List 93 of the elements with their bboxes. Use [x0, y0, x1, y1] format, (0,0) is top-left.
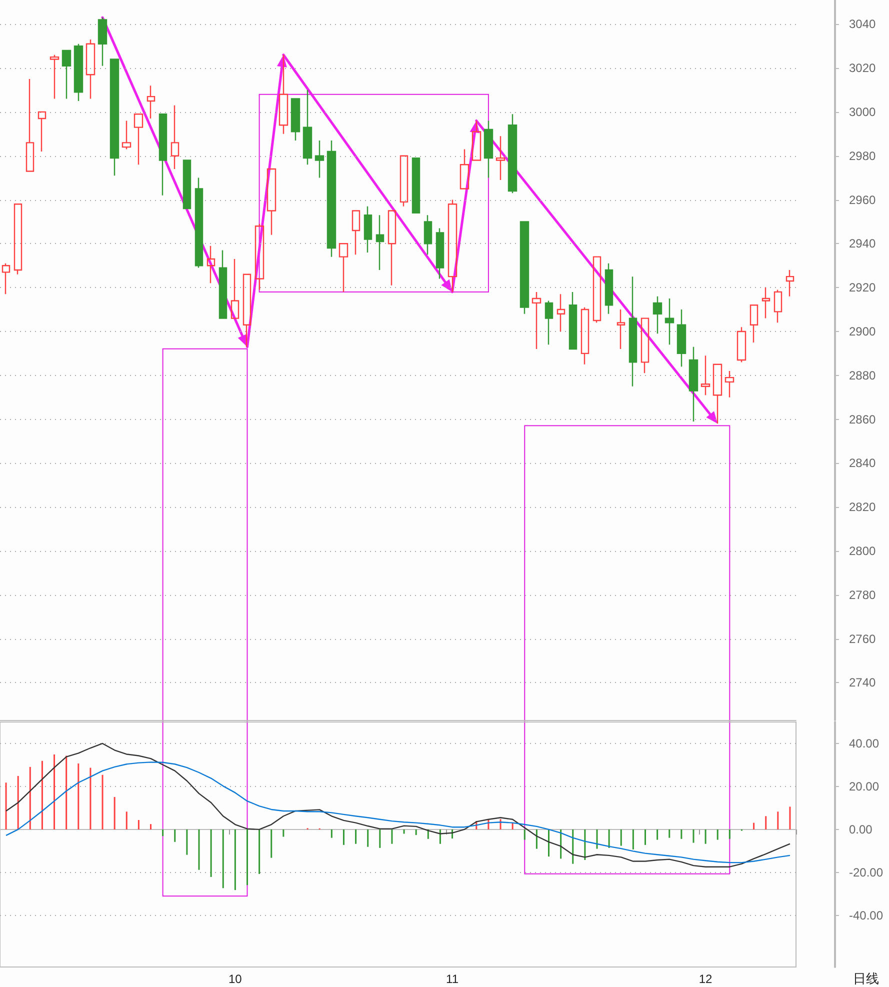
y-tick-label: 2840 [849, 456, 876, 470]
y-tick-label: -20.00 [849, 865, 884, 880]
candlestick [436, 228, 444, 280]
candlestick [750, 304, 758, 344]
candlestick [532, 291, 542, 350]
y-tick-label: 2820 [849, 500, 876, 514]
candlestick [338, 243, 348, 293]
candlestick [508, 114, 518, 194]
candlestick [170, 104, 180, 170]
candlestick [352, 210, 360, 256]
y-tick-label: 2760 [849, 632, 876, 646]
candlestick [242, 274, 252, 348]
candlestick [736, 326, 746, 363]
candlestick [448, 199, 458, 293]
candlestick [254, 223, 264, 290]
candlestick [460, 148, 470, 190]
candlestick [688, 346, 698, 422]
candlestick [146, 85, 156, 120]
y-tick-label: 2980 [849, 148, 876, 163]
candlestick [50, 54, 60, 100]
y-tick-label: 2940 [849, 236, 876, 251]
candlestick [388, 210, 396, 286]
candlestick [206, 245, 216, 284]
candlestick [364, 206, 372, 254]
candlestick [326, 140, 336, 258]
candlestick [712, 364, 722, 424]
candlestick [580, 306, 590, 365]
candlestick [2, 262, 10, 295]
candlestick [568, 291, 578, 350]
candlestick [496, 136, 506, 181]
candlestick [194, 177, 204, 268]
candlestick [158, 114, 168, 196]
line-series [5, 762, 791, 864]
x-tick-label: 10 [228, 972, 242, 986]
candlestick [774, 289, 782, 324]
y-tick-label: 20.00 [849, 779, 880, 794]
y-tick-label: 2900 [849, 324, 876, 338]
candlestick [412, 157, 420, 214]
candlestick [664, 298, 674, 346]
candlestick [302, 89, 312, 166]
candlestick [652, 296, 662, 334]
candlestick [724, 370, 734, 398]
candlestick [134, 114, 144, 166]
candlestick [290, 98, 300, 142]
candlestick [182, 160, 192, 210]
y-tick-label: 2740 [849, 676, 876, 690]
candlestick [556, 294, 566, 332]
candlestick [38, 111, 46, 152]
candlestick [400, 155, 408, 207]
candlestick [520, 221, 530, 314]
candlestick [62, 50, 72, 100]
y-tick-label: 2880 [849, 368, 876, 382]
candlestick [592, 256, 602, 324]
candlestick [86, 38, 96, 100]
candlestick [376, 214, 384, 271]
y-tick-label: -40.00 [849, 908, 884, 922]
candlestick [26, 78, 34, 172]
candlestick [604, 262, 614, 314]
candlestick [676, 308, 686, 368]
candlestick [700, 355, 710, 396]
candlestick [616, 308, 626, 350]
y-tick-label: 0.00 [849, 822, 873, 836]
candlestick [544, 300, 554, 346]
candlestick [122, 120, 132, 150]
x-tick-label: 12 [698, 972, 713, 986]
y-tick-label: 3040 [849, 17, 876, 32]
candlestick [314, 140, 324, 178]
y-tick-label: 3020 [849, 61, 876, 76]
x-tick-label: 11 [446, 972, 459, 986]
candlestick [230, 258, 240, 319]
candlestick [278, 54, 288, 134]
line-series [5, 742, 791, 868]
candlestick [218, 250, 228, 319]
candlestick [424, 214, 432, 256]
candlestick [786, 269, 794, 297]
candlestick [74, 43, 84, 102]
candlestick [640, 318, 650, 374]
y-tick-label: 2860 [849, 412, 876, 426]
candlestick [472, 120, 482, 161]
y-tick-label: 2800 [849, 544, 876, 558]
candlestick [110, 58, 120, 176]
candlestick [266, 168, 276, 236]
y-tick-label: 2780 [849, 588, 876, 602]
candlestick [628, 276, 638, 387]
candlestick [98, 16, 108, 66]
candlestick [762, 286, 770, 319]
y-tick-label: 2920 [849, 280, 876, 295]
y-tick-label: 3000 [849, 104, 876, 119]
candlestick [14, 204, 22, 275]
y-tick-label: 40.00 [849, 736, 880, 750]
candlestick [484, 120, 494, 178]
y-tick-label: 2960 [849, 192, 876, 207]
text: 日线 [853, 971, 879, 986]
